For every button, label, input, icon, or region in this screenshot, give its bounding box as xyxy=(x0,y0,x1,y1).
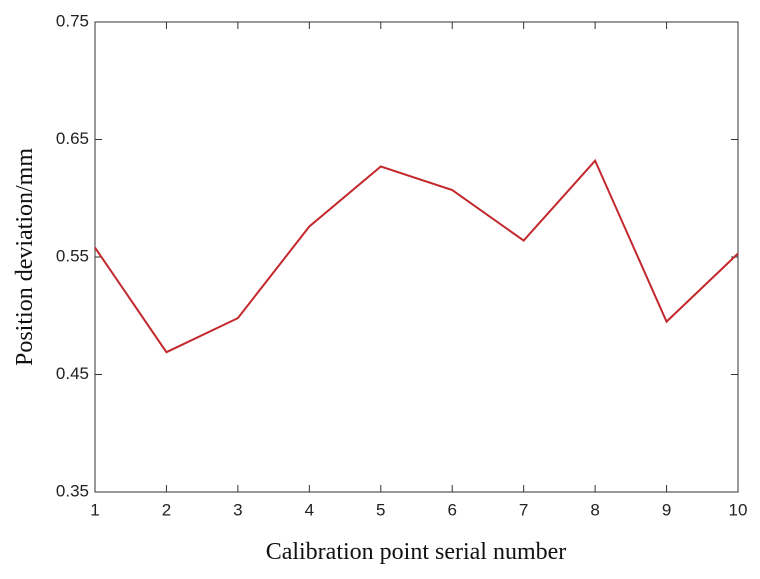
y-tick-label: 0.35 xyxy=(56,481,89,500)
plot-frame xyxy=(94,21,739,493)
y-tick-label: 0.55 xyxy=(56,246,89,265)
x-tick-label: 9 xyxy=(662,500,671,519)
x-tick-label: 2 xyxy=(162,500,171,519)
y-axis-label: Position deviation/mm xyxy=(12,148,38,366)
y-tick-label: 0.45 xyxy=(56,364,89,383)
x-tick-label: 5 xyxy=(376,500,385,519)
x-tick-label: 7 xyxy=(519,500,528,519)
y-tick-label: 0.75 xyxy=(56,11,89,30)
x-tick-label: 3 xyxy=(233,500,242,519)
x-tick-label: 10 xyxy=(729,500,748,519)
x-axis-label: Calibration point serial number xyxy=(266,539,567,565)
y-tick-label: 0.65 xyxy=(56,129,89,148)
x-tick-label: 8 xyxy=(590,500,599,519)
x-tick-label: 6 xyxy=(447,500,456,519)
x-tick-label: 4 xyxy=(305,500,314,519)
x-tick-label: 1 xyxy=(90,500,99,519)
data-line xyxy=(94,158,739,354)
